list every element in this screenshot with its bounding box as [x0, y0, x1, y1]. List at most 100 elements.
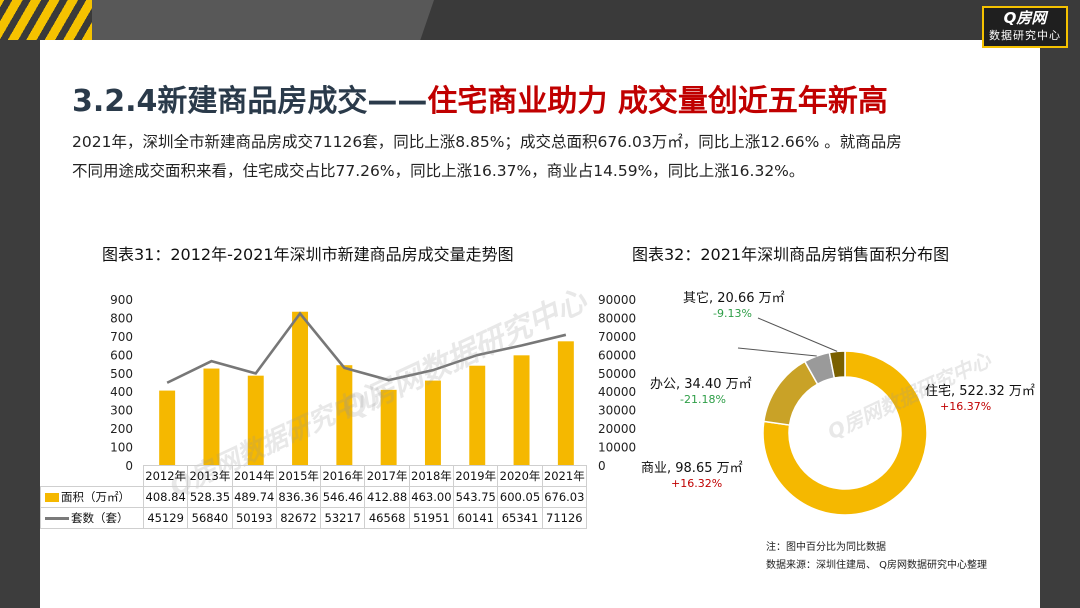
table-cell: 51951	[408, 507, 455, 529]
table-year: 2017年	[364, 465, 410, 487]
y-right-tick-label: 80000	[598, 311, 636, 325]
top-bar	[0, 0, 1080, 40]
table-corner	[40, 465, 144, 487]
chart-note: 注：图中百分比为同比数据	[766, 542, 886, 553]
y-right-tick-label: 30000	[598, 404, 636, 418]
leader-line	[737, 347, 817, 357]
bar	[557, 341, 574, 466]
y-left-tick-label: 700	[110, 330, 133, 344]
chart-source: 数据来源：深圳住建局、 Q房网数据研究中心整理	[766, 560, 988, 571]
table-cell: 65341	[497, 507, 543, 529]
description-line-1: 2021年，深圳全市新建商品房成交71126套，同比上涨8.85%；成交总面积6…	[72, 133, 902, 151]
table-row: 套数（套） 45129 56840 50193 82672 53217 4656…	[40, 507, 587, 529]
series-line	[166, 311, 567, 384]
y-right-tick-label: 50000	[598, 367, 636, 381]
slice-label-residential: 住宅, 522.32 万㎡	[925, 384, 1035, 399]
description: 2021年，深圳全市新建商品房成交71126套，同比上涨8.85%；成交总面积6…	[72, 128, 1022, 186]
table-year: 2014年	[231, 465, 277, 487]
slice-change-other: -9.13%	[713, 307, 752, 320]
table-year: 2016年	[320, 465, 366, 487]
table-cell: 412.88	[364, 486, 410, 508]
table-year: 2021年	[541, 465, 587, 487]
page-title: 3.2.4新建商品房成交——住宅商业助力 成交量创近五年新高	[72, 76, 888, 120]
table-year: 2015年	[275, 465, 322, 487]
y-left-tick-label: 100	[110, 441, 133, 455]
bar	[292, 311, 309, 466]
stripe-decoration	[0, 0, 92, 40]
y-left-tick-label: 900	[110, 293, 133, 307]
logo-subtext: 数据研究中心	[989, 29, 1061, 42]
table-cell: 82672	[275, 507, 322, 529]
table-cell: 600.05	[497, 486, 543, 508]
table-cell: 676.03	[541, 486, 587, 508]
table-year: 2013年	[187, 465, 233, 487]
header-band	[92, 0, 434, 40]
title-accent: 住宅商业助力 成交量创近五年新高	[427, 84, 888, 119]
table-cell: 50193	[231, 507, 277, 529]
series-name: 套数（套）	[71, 511, 129, 525]
bar	[247, 375, 264, 466]
y-left-tick-label: 300	[110, 404, 133, 418]
title-main: 3.2.4新建商品房成交——	[72, 84, 428, 119]
bar	[203, 368, 220, 466]
y-left-tick-label: 200	[110, 422, 133, 436]
donut-slice	[762, 350, 928, 516]
y-right-tick-label: 40000	[598, 385, 636, 399]
bar	[424, 380, 441, 466]
y-right-tick-label: 0	[598, 459, 606, 473]
y-left-tick-label: 600	[110, 348, 133, 362]
series-label-area: 面积（万㎡）	[40, 486, 144, 508]
table-year: 2018年	[408, 465, 455, 487]
y-right-tick-label: 70000	[598, 330, 636, 344]
chart32-title: 图表32：2021年深圳商品房销售面积分布图	[632, 245, 950, 264]
chart31-title: 图表31：2012年-2021年深圳市新建商品房成交量走势图	[102, 245, 514, 264]
y-right-tick-label: 60000	[598, 348, 636, 362]
table-cell: 543.75	[453, 486, 499, 508]
slice-label-office: 办公, 34.40 万㎡	[650, 377, 752, 392]
leader-line	[757, 317, 838, 352]
series-name: 面积（万㎡）	[61, 490, 130, 504]
table-cell: 53217	[320, 507, 366, 529]
slice-label-other: 其它, 20.66 万㎡	[683, 291, 785, 306]
bar	[513, 355, 530, 466]
table-cell: 408.84	[142, 486, 189, 508]
description-line-2: 不同用途成交面积来看，住宅成交占比77.26%，同比上涨16.37%，商业占14…	[72, 162, 805, 180]
table-year: 2020年	[497, 465, 543, 487]
y-left-tick-label: 400	[110, 385, 133, 399]
bar	[380, 389, 397, 466]
table-cell: 836.36	[275, 486, 322, 508]
table-header-row: 2012年 2013年 2014年 2015年 2016年 2017年 2018…	[40, 465, 587, 487]
donut-slice	[828, 350, 846, 379]
y-left-tick-label: 800	[110, 311, 133, 325]
y-right-tick-label: 90000	[598, 293, 636, 307]
table-year: 2019年	[453, 465, 499, 487]
table-year: 2012年	[142, 465, 189, 487]
brand-logo: Q房网 数据研究中心	[982, 6, 1068, 48]
slice-label-commercial: 商业, 98.65 万㎡	[641, 461, 743, 476]
logo-text: Q房网	[1003, 9, 1047, 27]
bar	[159, 390, 176, 466]
y-right-tick-label: 10000	[598, 441, 636, 455]
series-label-units: 套数（套）	[40, 507, 144, 529]
data-table: 2012年 2013年 2014年 2015年 2016年 2017年 2018…	[40, 465, 587, 529]
table-cell: 463.00	[408, 486, 455, 508]
table-cell: 46568	[364, 507, 410, 529]
y-left-tick-label: 500	[110, 367, 133, 381]
slice-change-commercial: +16.32%	[671, 477, 723, 490]
table-cell: 56840	[187, 507, 233, 529]
table-cell: 71126	[541, 507, 587, 529]
bar	[469, 365, 486, 466]
table-cell: 60141	[453, 507, 499, 529]
slice-change-office: -21.18%	[680, 393, 726, 406]
table-cell: 489.74	[231, 486, 277, 508]
table-cell: 45129	[142, 507, 189, 529]
bar-swatch	[45, 493, 59, 502]
table-cell: 546.46	[320, 486, 366, 508]
table-cell: 528.35	[187, 486, 233, 508]
bar	[336, 365, 353, 466]
y-right-tick-label: 20000	[598, 422, 636, 436]
table-row: 面积（万㎡） 408.84 528.35 489.74 836.36 546.4…	[40, 486, 587, 508]
slice-change-residential: +16.37%	[940, 400, 992, 413]
